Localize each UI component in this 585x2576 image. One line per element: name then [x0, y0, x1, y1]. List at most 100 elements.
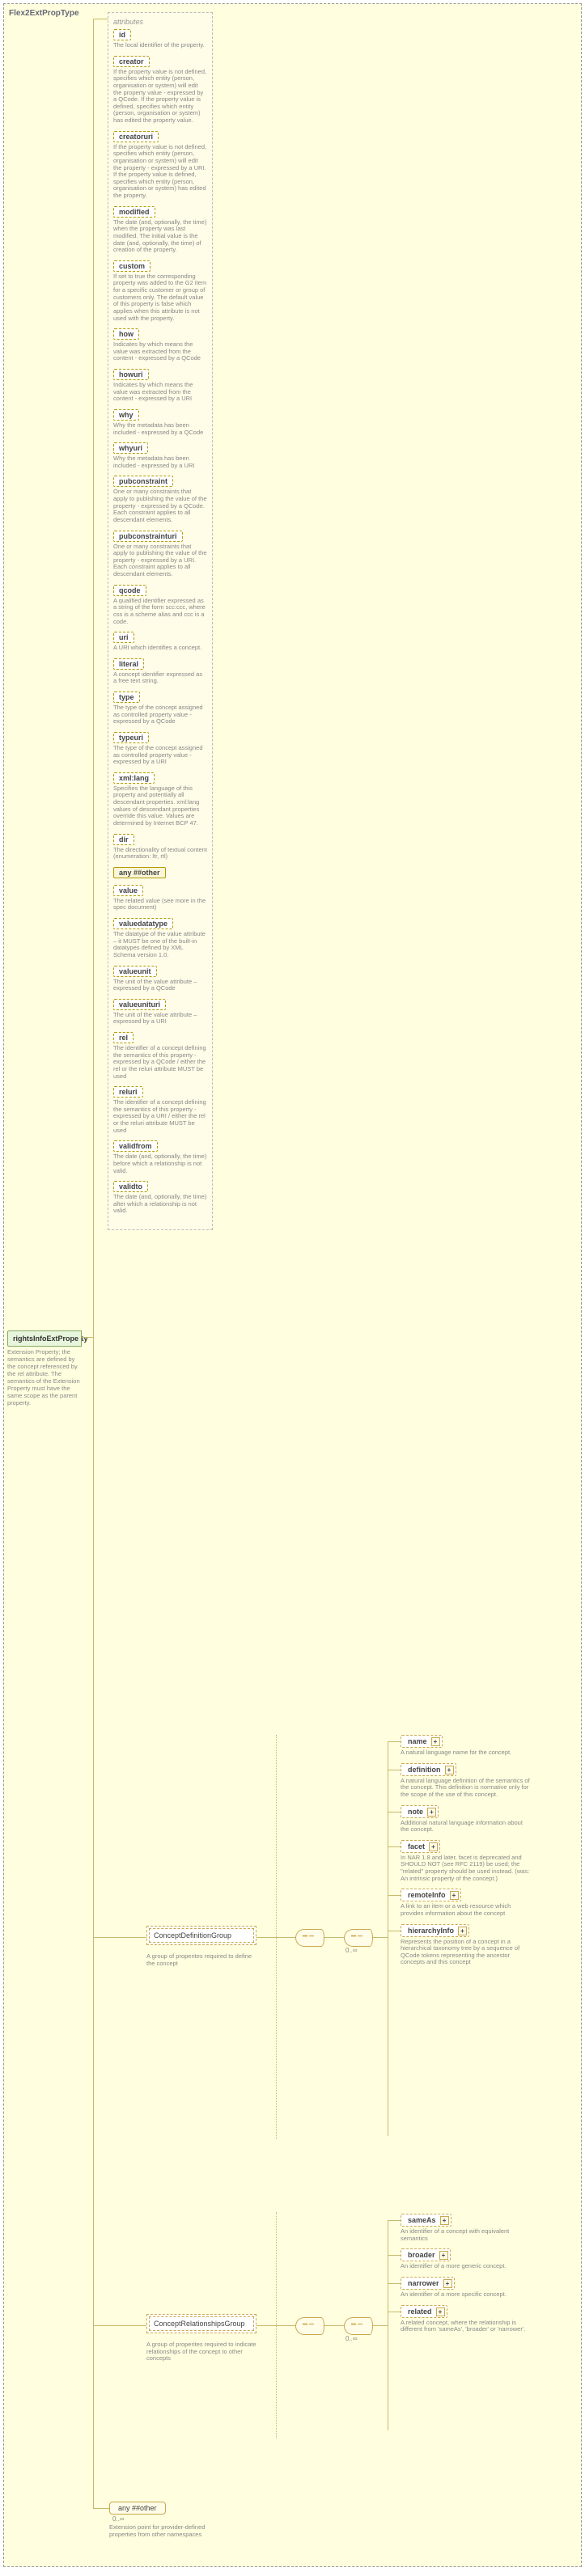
- attribute-name: uri: [113, 632, 134, 643]
- sequence-connector: [295, 2317, 324, 2335]
- attribute-desc: The date (and, optionally, the time) aft…: [113, 1194, 207, 1215]
- connector-line: [388, 2220, 401, 2221]
- attribute-name: creator: [113, 56, 150, 67]
- attribute-creatoruri: creatoruriIf the property value is not d…: [113, 131, 207, 200]
- attribute-name: xml:lang: [113, 772, 155, 784]
- element-name: definition: [401, 1763, 456, 1776]
- attribute-dir: dir The directionality of textual content…: [113, 834, 207, 861]
- attribute-validfrom: validfromThe date (and, optionally, the …: [113, 1140, 207, 1174]
- attribute-id: idThe local identifier of the property.: [113, 29, 207, 49]
- attribute-pubconstrainturi: pubconstrainturiOne or many constraints …: [113, 531, 207, 578]
- outer-container: Flex2ExtPropType rightsInfoExtProperty E…: [3, 3, 582, 2567]
- connector-line: [388, 2283, 401, 2284]
- attribute-desc: Indicates by which means the value was e…: [113, 382, 207, 403]
- attribute-name: dir: [113, 834, 134, 845]
- attribute-desc: The date (and, optionally, the time) bef…: [113, 1153, 207, 1174]
- attribute-name: valueunit: [113, 966, 157, 977]
- connector-line: [82, 1337, 93, 1338]
- group-title: ConceptRelationshipsGroup: [154, 2320, 249, 2328]
- attribute-desc: The type of the concept assigned as cont…: [113, 704, 207, 725]
- attribute-reluri: reluriThe identifier of a concept defini…: [113, 1086, 207, 1134]
- attribute-desc: One or many constraints that apply to pu…: [113, 489, 207, 523]
- attribute-name: how: [113, 328, 139, 340]
- element-desc: An identifier of a concept with equivale…: [401, 2228, 530, 2242]
- root-element-desc: Extension Property; the semantics are de…: [7, 1348, 82, 1406]
- attribute-desc: The identifier of a concept defining the…: [113, 1099, 207, 1134]
- element-hierarchyInfo: hierarchyInfo Represents the position of …: [401, 1924, 546, 1967]
- attribute-desc: The identifier of a concept defining the…: [113, 1045, 207, 1080]
- attribute-name: modified: [113, 206, 155, 218]
- attribute-desc: Why the metadata has been included - exp…: [113, 422, 207, 436]
- connector-line: [256, 1937, 295, 1938]
- any-other-label: any ##other: [109, 2502, 166, 2515]
- attribute-desc: The directionality of textual content (e…: [113, 847, 207, 861]
- element-broader: broaderAn identifier of a more generic c…: [401, 2248, 546, 2270]
- element-desc: Represents the position of a concept in …: [401, 1939, 530, 1967]
- root-element-name: rightsInfoExtProperty: [7, 1330, 82, 1347]
- attribute-desc: Why the metadata has been included - exp…: [113, 455, 207, 469]
- element-name: note: [401, 1805, 439, 1818]
- attribute-name: qcode: [113, 585, 146, 596]
- element-name: narrower: [401, 2277, 455, 2290]
- attribute-custom: customIf set to true the corresponding p…: [113, 260, 207, 322]
- group-desc: A group of properites required to define…: [146, 1953, 256, 1967]
- attribute-name: value: [113, 885, 143, 896]
- attribute-name: reluri: [113, 1086, 143, 1098]
- connector-line: [256, 2325, 295, 2326]
- attribute-whyuri: whyuriWhy the metadata has been included…: [113, 442, 207, 469]
- attribute-desc: Specifies the language of this property …: [113, 785, 207, 827]
- attribute-name: validto: [113, 1181, 148, 1192]
- relationship-children-column: sameAsAn identifier of a concept with eq…: [401, 2214, 546, 2340]
- sequence-connector: [295, 1929, 324, 1947]
- attribute-typeuri: typeuriThe type of the concept assigned …: [113, 732, 207, 766]
- attribute-desc: Indicates by which means the value was e…: [113, 341, 207, 362]
- attribute-name: validfrom: [113, 1140, 158, 1152]
- any-other-element: any ##other 0..∞ Extension point for pro…: [109, 2502, 223, 2538]
- root-element: rightsInfoExtProperty Extension Property…: [7, 1330, 82, 1406]
- attribute-name: why: [113, 409, 139, 421]
- attribute-desc: The unit of the value attribute – expres…: [113, 979, 207, 992]
- element-related: related A related concept, where the rela…: [401, 2305, 546, 2333]
- attribute-desc: The local identifier of the property.: [113, 42, 207, 49]
- attribute-any---other: any ##other: [113, 867, 207, 878]
- attribute-desc: The unit of the value attribute – expres…: [113, 1012, 207, 1026]
- connector-line: [93, 19, 94, 2508]
- element-desc: A natural language definition of the sem…: [401, 1778, 530, 1799]
- attribute-literal: literalA concept identifier expressed as…: [113, 658, 207, 685]
- element-desc: A related concept, where the relationshi…: [401, 2320, 530, 2333]
- concept-relationships-group: ConceptRelationshipsGroup: [146, 2314, 256, 2333]
- connector-line: [373, 1937, 388, 1938]
- attribute-name: custom: [113, 260, 150, 272]
- any-other-desc: Extension point for provider-defined pro…: [109, 2524, 223, 2538]
- sequence-connector: [344, 2317, 373, 2335]
- attribute-name: valuedatatype: [113, 918, 173, 929]
- element-note: noteAdditional natural language informat…: [401, 1805, 546, 1834]
- element-narrower: narrowerAn identifier of a more specific…: [401, 2277, 546, 2299]
- connector-line: [373, 2325, 388, 2326]
- attribute-name: whyuri: [113, 442, 148, 454]
- element-name: remoteInfo: [401, 1889, 461, 1901]
- attribute-type: typeThe type of the concept assigned as …: [113, 692, 207, 725]
- connector-line: [324, 2325, 344, 2326]
- connector-line: [388, 1846, 401, 1847]
- attribute-desc: One or many constraints that apply to pu…: [113, 544, 207, 578]
- group-title: ConceptDefinitionGroup: [154, 1931, 249, 1939]
- element-definition: definition A natural language definition …: [401, 1763, 546, 1799]
- attribute-uri: uri A URI which identifies a concept.: [113, 632, 207, 652]
- attribute-desc: The datatype of the value attribute – it…: [113, 931, 207, 959]
- attribute-name: typeuri: [113, 732, 149, 743]
- element-facet: facetIn NAR 1.8 and later, facet is depr…: [401, 1840, 546, 1883]
- connector-line: [324, 1937, 344, 1938]
- attributes-label: attributes: [113, 18, 207, 26]
- attribute-creator: creatorIf the property value is not defi…: [113, 56, 207, 125]
- attribute-desc: A URI which identifies a concept.: [113, 645, 207, 652]
- element-name: hierarchyInfo: [401, 1924, 469, 1937]
- attributes-panel: attributes idThe local identifier of the…: [108, 12, 213, 1230]
- attribute-desc: The related value (see more in the spec …: [113, 898, 207, 912]
- connector-line: [93, 2508, 109, 2509]
- connector-line: [388, 1741, 401, 1742]
- cardinality: 0..∞: [345, 2335, 358, 2342]
- element-name: related: [401, 2305, 447, 2318]
- connector-line: [388, 2255, 401, 2256]
- connector-line: [388, 1895, 401, 1896]
